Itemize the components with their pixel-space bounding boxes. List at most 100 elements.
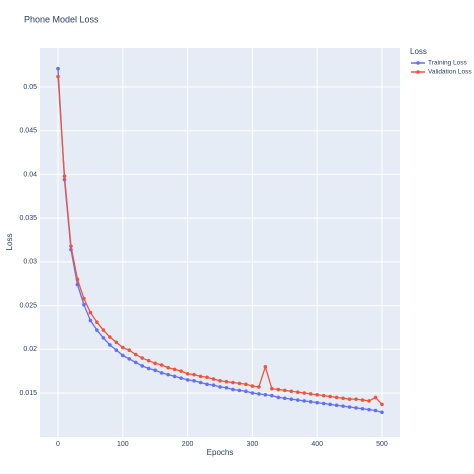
point bbox=[121, 345, 125, 350]
point bbox=[172, 367, 177, 372]
point bbox=[224, 379, 229, 384]
point bbox=[166, 372, 170, 377]
point bbox=[95, 320, 99, 324]
legend-title: Loss bbox=[410, 47, 427, 56]
y-tick-label: 0.045 bbox=[19, 128, 37, 135]
x-tick-label: 200 bbox=[182, 441, 194, 448]
point bbox=[237, 381, 242, 386]
x-axis-label: Epochs bbox=[207, 448, 234, 457]
point bbox=[205, 382, 209, 387]
point bbox=[380, 402, 384, 407]
point bbox=[308, 399, 313, 404]
point bbox=[341, 396, 345, 401]
x-tick-label: 0 bbox=[56, 441, 60, 448]
point bbox=[88, 318, 93, 323]
point bbox=[237, 388, 242, 393]
y-tick-label: 0.04 bbox=[23, 171, 37, 178]
point bbox=[153, 361, 158, 366]
point bbox=[282, 388, 287, 393]
point bbox=[62, 174, 67, 178]
x-tick-label: 300 bbox=[247, 441, 259, 448]
point bbox=[114, 348, 119, 352]
point bbox=[328, 402, 332, 407]
y-tick-label: 0.025 bbox=[19, 302, 37, 309]
point bbox=[289, 389, 294, 394]
point bbox=[88, 310, 93, 315]
point bbox=[114, 340, 119, 345]
point bbox=[263, 364, 268, 369]
point bbox=[302, 391, 307, 395]
point bbox=[334, 403, 339, 408]
chart-title: Phone Model Loss bbox=[24, 14, 99, 24]
point bbox=[179, 369, 183, 373]
point bbox=[172, 374, 177, 379]
point bbox=[185, 378, 190, 382]
point bbox=[121, 353, 125, 358]
point bbox=[95, 328, 99, 332]
point bbox=[75, 277, 80, 282]
point bbox=[108, 335, 112, 339]
point bbox=[244, 382, 248, 387]
point bbox=[146, 366, 151, 371]
legend-label: Training Loss bbox=[428, 60, 468, 67]
point bbox=[373, 408, 378, 413]
plot-area bbox=[40, 48, 400, 437]
point bbox=[231, 387, 235, 392]
point bbox=[270, 393, 274, 398]
y-tick-label: 0.015 bbox=[19, 390, 37, 397]
point bbox=[108, 343, 112, 347]
point bbox=[82, 302, 86, 307]
point bbox=[69, 244, 73, 248]
y-tick-label: 0.05 bbox=[23, 84, 37, 91]
point bbox=[218, 385, 222, 389]
point bbox=[341, 404, 345, 408]
point bbox=[367, 407, 371, 412]
legend-label: Validation Loss bbox=[428, 69, 472, 76]
point bbox=[295, 398, 300, 402]
point bbox=[82, 296, 86, 301]
point bbox=[198, 380, 203, 385]
y-tick-label: 0.02 bbox=[23, 346, 37, 353]
x-tick-label: 400 bbox=[311, 441, 323, 448]
point bbox=[218, 378, 222, 383]
point bbox=[244, 389, 248, 394]
point bbox=[360, 398, 365, 402]
point bbox=[250, 384, 255, 388]
point bbox=[276, 387, 281, 392]
point bbox=[198, 374, 203, 379]
point bbox=[205, 375, 209, 380]
point bbox=[127, 348, 132, 352]
point bbox=[179, 376, 183, 380]
legend-marker bbox=[416, 70, 420, 74]
point bbox=[380, 410, 384, 415]
point bbox=[308, 392, 313, 396]
point bbox=[101, 328, 106, 332]
point bbox=[153, 368, 158, 373]
point bbox=[159, 371, 164, 375]
point bbox=[270, 386, 274, 391]
point bbox=[140, 356, 145, 360]
point bbox=[354, 406, 358, 410]
point bbox=[224, 385, 229, 390]
point bbox=[133, 352, 138, 357]
point bbox=[101, 336, 106, 340]
point bbox=[56, 66, 60, 71]
point bbox=[367, 399, 371, 403]
point bbox=[334, 395, 339, 400]
point bbox=[354, 397, 358, 401]
point bbox=[347, 405, 352, 409]
point bbox=[302, 399, 307, 403]
point bbox=[295, 390, 300, 394]
point bbox=[159, 363, 164, 367]
point bbox=[211, 377, 216, 381]
point bbox=[192, 378, 196, 383]
point bbox=[146, 358, 151, 363]
point bbox=[250, 391, 255, 395]
y-tick-label: 0.03 bbox=[23, 259, 37, 266]
point bbox=[289, 397, 294, 401]
point bbox=[56, 74, 60, 79]
point bbox=[315, 392, 319, 397]
point bbox=[263, 392, 268, 397]
point bbox=[166, 365, 170, 370]
